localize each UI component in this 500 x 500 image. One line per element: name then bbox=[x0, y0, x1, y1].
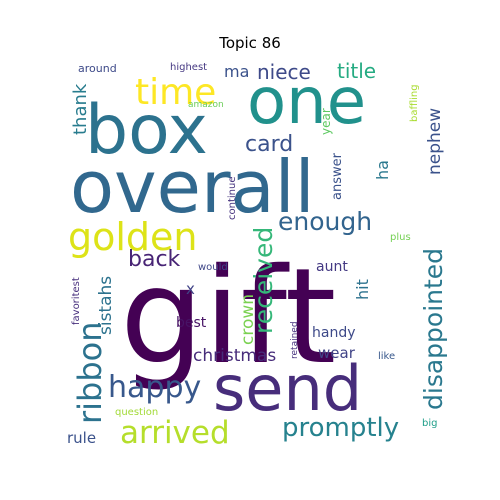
word-big: big bbox=[422, 418, 437, 429]
word-plus: plus bbox=[390, 232, 411, 243]
word-handy: handy bbox=[312, 325, 356, 341]
word-box: box bbox=[85, 91, 208, 170]
word-nephew: nephew bbox=[425, 108, 445, 175]
word-year: year bbox=[319, 108, 333, 135]
word-promptly: promptly bbox=[282, 413, 399, 443]
word-answer: answer bbox=[330, 152, 345, 200]
word-ribbon: ribbon bbox=[71, 321, 109, 424]
word-send: send bbox=[213, 352, 362, 425]
word-highest: highest bbox=[170, 62, 207, 73]
word-hit: hit bbox=[353, 279, 372, 300]
word-overall: overall bbox=[70, 145, 315, 229]
word-enough: enough bbox=[278, 207, 372, 236]
word-gift: gift bbox=[120, 240, 336, 394]
word-retained: retained bbox=[290, 321, 300, 359]
word-happy: happy bbox=[108, 370, 201, 405]
word-continue: continue bbox=[227, 177, 238, 220]
word-best: best bbox=[176, 315, 207, 331]
chart-title: Topic 86 bbox=[219, 34, 281, 52]
word-x: x bbox=[186, 280, 195, 298]
word-title: title bbox=[337, 59, 376, 83]
word-sistahs: sistahs bbox=[96, 276, 116, 335]
word-favoritest: favoritest bbox=[71, 277, 82, 325]
word-thank: thank bbox=[70, 83, 91, 135]
word-arrived: arrived bbox=[120, 415, 230, 451]
word-golden: golden bbox=[68, 215, 198, 259]
word-wear: wear bbox=[318, 344, 356, 362]
word-amazon: amazon bbox=[188, 100, 224, 110]
word-question: question bbox=[115, 407, 158, 418]
word-baffling: baffling bbox=[409, 84, 420, 122]
word-niece: niece bbox=[257, 60, 311, 84]
word-aunt: aunt bbox=[316, 259, 348, 275]
word-crown: crown bbox=[238, 294, 258, 345]
word-card: card bbox=[245, 132, 293, 157]
word-rule: rule bbox=[67, 429, 96, 447]
word-ha: ha bbox=[373, 160, 392, 180]
word-like: like bbox=[378, 351, 395, 362]
word-back: back bbox=[128, 247, 181, 272]
word-time: time bbox=[135, 72, 216, 113]
word-one: one bbox=[247, 65, 366, 139]
word-ma: ma bbox=[224, 62, 249, 81]
word-disappointed: disappointed bbox=[419, 248, 448, 410]
word-around: around bbox=[78, 62, 117, 75]
word-christmas: christmas bbox=[193, 346, 276, 366]
word-received: received bbox=[249, 227, 278, 334]
word-would: would bbox=[198, 262, 228, 273]
